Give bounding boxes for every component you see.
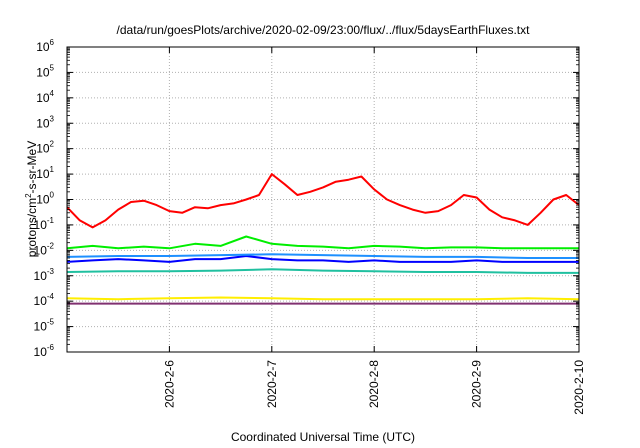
- y-tick-label: 10-3: [34, 267, 55, 283]
- y-tick-label: 10-2: [34, 241, 55, 257]
- x-tick-label: 2020-2-10: [572, 360, 586, 415]
- series-line-6: [67, 296, 579, 301]
- series-line-5: [67, 268, 579, 274]
- series-line-4: [67, 253, 579, 259]
- series-line-2: [67, 235, 579, 250]
- series-group: [67, 173, 579, 305]
- y-ticks: 10-6 10-5 10-4 10-3 10-2 10-1 100 101 102 103 104 1…: [34, 38, 579, 359]
- grid: [67, 47, 579, 352]
- y-tick-label: 10-5: [34, 318, 55, 334]
- x-tick-label: 2020-2-6: [162, 360, 176, 408]
- x-tick-label: 2020-2-7: [265, 360, 279, 408]
- y-axis-label-rest: -s-sr-MeV: [25, 141, 39, 194]
- y-tick-label: 101: [36, 165, 54, 181]
- series-line-3: [67, 255, 579, 263]
- x-tick-label: 2020-2-8: [367, 360, 381, 408]
- y-tick-label: 100: [36, 191, 54, 207]
- y-tick-label: 106: [36, 38, 54, 54]
- y-tick-label: 104: [36, 89, 54, 105]
- y-tick-label: 103: [36, 114, 54, 130]
- y-axis-label-superscript: 2: [24, 193, 33, 198]
- y-tick-label: 10-6: [34, 343, 55, 359]
- y-axis-label-base: protons/cm: [25, 198, 39, 257]
- chart-title: /data/run/goesPlots/archive/2020-02-09/2…: [117, 23, 531, 37]
- x-tick-label: 2020-2-9: [470, 360, 484, 408]
- y-tick-label: 10-1: [34, 216, 55, 232]
- series-line-1: [67, 173, 579, 229]
- x-ticks: 2020-2-6 2020-2-7 2020-2-8 2020-2-9 2020-2-1…: [162, 47, 586, 415]
- x-axis-label: Coordinated Universal Time (UTC): [231, 430, 415, 444]
- y-tick-label: 105: [36, 63, 54, 79]
- y-tick-label: 10-4: [34, 292, 55, 308]
- y-axis-label: protons/cm2-s-sr-MeV: [24, 141, 39, 257]
- y-tick-label: 102: [36, 140, 54, 156]
